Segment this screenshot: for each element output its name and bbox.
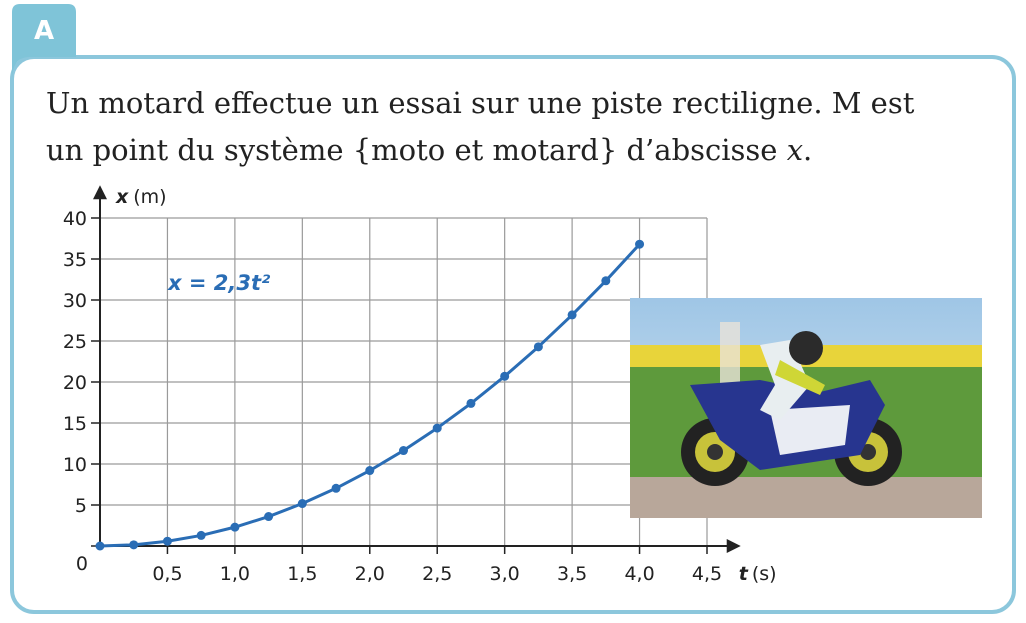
x-tick-label: 1,0 [220, 563, 250, 585]
tab [12, 4, 76, 80]
tab-label: A [34, 16, 54, 46]
data-point [601, 276, 611, 286]
data-point [297, 499, 307, 509]
y-tick-label: 0 [76, 553, 88, 575]
y-tick-label: 40 [63, 208, 87, 230]
x-tick-label: 1,5 [287, 563, 317, 585]
data-point [162, 536, 172, 546]
x-tick-label: 4,5 [692, 563, 722, 585]
x-tick-label: 3,5 [557, 563, 587, 585]
axis-unit: (s) [752, 563, 777, 585]
x-tick-label: 4,0 [624, 563, 654, 585]
x-tick-label: 2,0 [355, 563, 385, 585]
text: . [803, 133, 812, 167]
axis-symbol: t [739, 563, 749, 585]
data-point [365, 466, 375, 476]
paragraph-line: Un motard effectue un essai sur une pist… [46, 86, 915, 120]
y-tick-label: 20 [63, 372, 87, 394]
x-axis-arrow [726, 539, 741, 553]
axis-unit: (m) [133, 186, 166, 208]
data-point [264, 512, 274, 522]
photo [630, 298, 982, 518]
data-point [95, 541, 105, 551]
x-tick-label: 3,0 [490, 563, 520, 585]
data-point [196, 530, 206, 540]
data-point [466, 398, 476, 408]
data-point [500, 371, 510, 381]
data-point [533, 342, 543, 352]
paragraph-line: un point du système {moto et motard} d’a… [46, 133, 812, 167]
text: un point du système {moto et motard} d’a… [46, 133, 787, 167]
x-axis-label: t (s) [739, 563, 777, 585]
data-point [432, 423, 442, 433]
data-point [399, 446, 408, 456]
y-axis-label: x (m) [115, 186, 167, 208]
data-point [129, 540, 139, 550]
data-point [230, 522, 240, 532]
axis-symbol: x [115, 186, 129, 208]
x-tick-label: 0,5 [152, 563, 182, 585]
y-tick-label: 10 [63, 454, 87, 476]
variable: x [787, 133, 803, 167]
y-tick-label: 5 [75, 495, 87, 517]
y-tick-label: 30 [63, 290, 87, 312]
y-tick-label: 25 [63, 331, 87, 353]
equation: x = 2,3t² [167, 271, 271, 295]
data-point [331, 483, 341, 493]
plot: 0 5 10 15 20 25 30 35 40 0,5 1,0 1,5 2,0 2,5 3,0 3,5 4,0… [63, 185, 777, 585]
y-axis-arrow [93, 185, 107, 200]
x-tick-label: 2,5 [422, 563, 452, 585]
data-point [567, 310, 577, 320]
data-point [635, 239, 645, 249]
y-tick-label: 35 [63, 249, 87, 271]
y-tick-label: 15 [63, 413, 87, 435]
